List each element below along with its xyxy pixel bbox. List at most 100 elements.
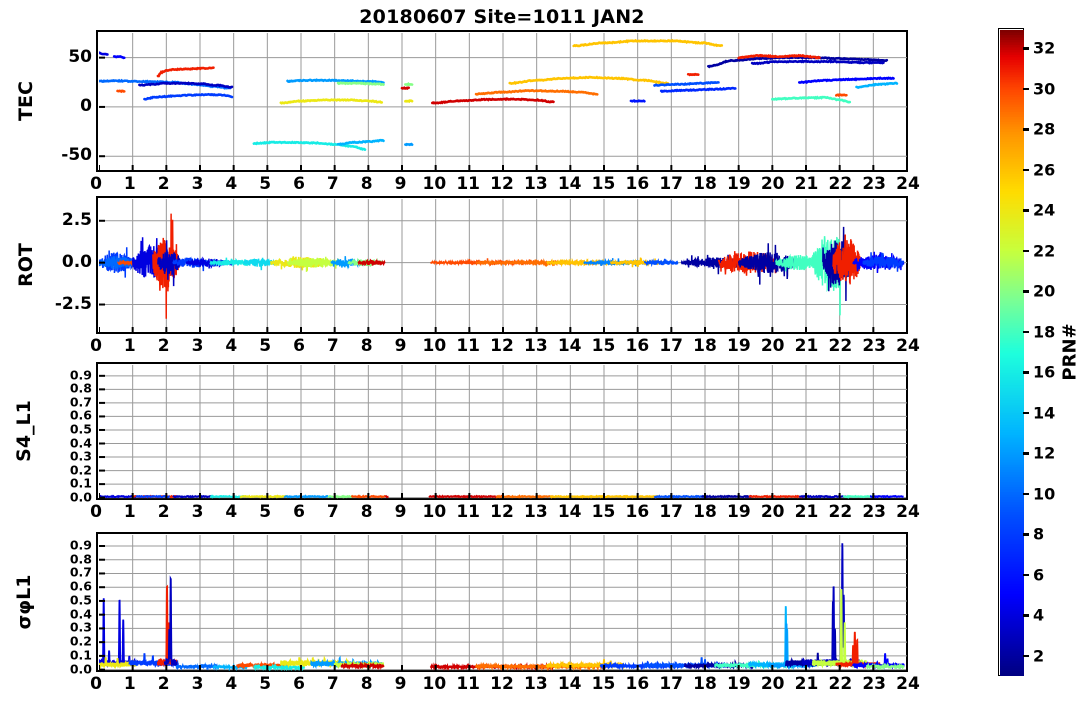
xtick-sphi-18: 18 [693,674,717,694]
s4-trace-prn26 [549,494,605,499]
colorbar-tick-30: 30 [1033,79,1056,99]
s4-trace-prn31 [748,494,804,499]
xtick-s4-2: 2 [157,502,170,522]
xtick-tec-19: 19 [726,174,751,194]
s4-trace-prn2 [701,494,753,499]
ytick-tec: 50 [68,46,92,67]
xtick-sphi-16: 16 [625,674,650,694]
xtick-sphi-4: 4 [225,674,238,694]
s4-trace-prn12 [283,494,332,499]
tec-trace-prn31 [156,66,215,78]
xtick-s4-4: 4 [225,502,238,522]
xtick-tec-0: 0 [90,174,102,194]
s4-trace-prn3 [799,494,847,499]
colorbar-tickmark [1023,573,1029,577]
ytick-sphi: 0.5 [69,592,92,608]
colorbar-tickmark [1023,249,1029,253]
xtick-s4-17: 17 [659,502,683,522]
xtick-sphi-11: 11 [456,674,480,694]
tec-trace-prn31 [737,53,821,60]
sigmaphi-trace-prn3 [163,575,178,668]
sigmaphi-trace-prn20 [865,661,905,671]
colorbar-tick-22: 22 [1033,241,1056,261]
colorbar-tick-14: 14 [1033,403,1056,423]
xtick-tec-10: 10 [422,174,447,194]
tec-trace-prn6 [629,99,646,103]
xtick-s4-7: 7 [326,502,339,522]
xtick-sphi-1: 1 [123,674,136,694]
tec-trace-prn13 [336,138,385,146]
tec-trace-prn26 [572,38,724,48]
tec-trace-prn30 [116,89,126,94]
xtick-rot-21: 21 [794,336,819,356]
tec-trace-prn32 [400,86,411,90]
ytick-s4: 0.1 [69,475,92,491]
rot-trace-prn15 [243,257,275,271]
sigmaphi-trace-prn10 [175,662,218,671]
ytick-sphi: 0.6 [69,578,92,594]
colorbar-tickmark [1023,492,1029,496]
xtick-rot-20: 20 [760,336,785,356]
xtick-sphi-9: 9 [394,674,407,694]
rot-trace-prn9 [643,258,679,268]
panel-tec-canvas [99,33,907,171]
s4-trace-prn3 [172,494,214,499]
colorbar-tickmark [1023,371,1029,374]
xtick-tec-11: 11 [456,174,480,194]
ylabel-sphi: σφL1 [13,574,35,630]
ytick-rot: 0.0 [61,251,92,272]
ytick-sphi: 0.3 [69,619,92,635]
s4-trace-prn5 [869,494,904,499]
xtick-s4-20: 20 [760,502,785,522]
colorbar-tickmark [1023,654,1029,658]
ytick-sphi: 0.1 [69,647,92,663]
xtick-rot-18: 18 [693,336,717,356]
tec-trace-prn20 [336,81,385,87]
panel-sphi-canvas [99,535,907,671]
ytick-s4: 0.0 [69,489,92,505]
s4-trace-prn32 [384,494,389,499]
xtick-sphi-10: 10 [422,674,447,694]
xtick-rot-24: 24 [896,336,920,356]
colorbar-tick-2: 2 [1033,646,1045,666]
tec-trace-prn13 [855,81,899,89]
tec-trace-prn12 [286,78,385,84]
ytick-sphi: 0.7 [69,564,92,580]
xtick-tec-24: 24 [896,174,920,194]
xtick-rot-1: 1 [123,336,136,356]
xtick-tec-21: 21 [794,174,819,194]
rot-trace-prn31 [832,234,861,285]
xtick-s4-15: 15 [591,502,616,522]
xtick-rot-19: 19 [726,336,751,356]
xtick-sphi-6: 6 [293,674,305,694]
colorbar-label: PRN# [1059,323,1077,381]
ytick-s4: 0.8 [69,380,92,396]
xtick-tec-23: 23 [862,174,886,194]
colorbar-tickmark [1023,209,1029,212]
xtick-sphi-12: 12 [490,674,514,694]
ylabel-tec: TEC [15,81,37,121]
colorbar-tick-32: 32 [1033,38,1056,58]
colorbar[interactable] [998,28,1024,676]
colorbar-tick-4: 4 [1033,605,1045,625]
xtick-s4-18: 18 [693,502,717,522]
xtick-s4-16: 16 [625,502,650,522]
xtick-rot-13: 13 [523,336,548,356]
colorbar-tick-26: 26 [1033,160,1056,180]
panel-tec [96,30,908,172]
xtick-rot-22: 22 [828,336,853,356]
xtick-tec-12: 12 [490,174,514,194]
ytick-s4: 0.2 [69,462,92,478]
s4-trace-prn26 [600,494,659,499]
ytick-s4: 0.3 [69,448,92,464]
tec-trace-prn16 [252,140,367,151]
xtick-sphi-20: 20 [760,674,785,694]
rot-trace-prn3 [157,240,181,287]
tec-trace-prn20 [404,81,414,87]
ylabel-rot: ROT [15,243,37,287]
s4-trace-prn4 [99,494,137,499]
xtick-sphi-15: 15 [591,674,616,694]
s4-trace-prn18 [842,494,875,499]
colorbar-tickmark [1023,290,1029,293]
xtick-tec-7: 7 [326,174,339,194]
